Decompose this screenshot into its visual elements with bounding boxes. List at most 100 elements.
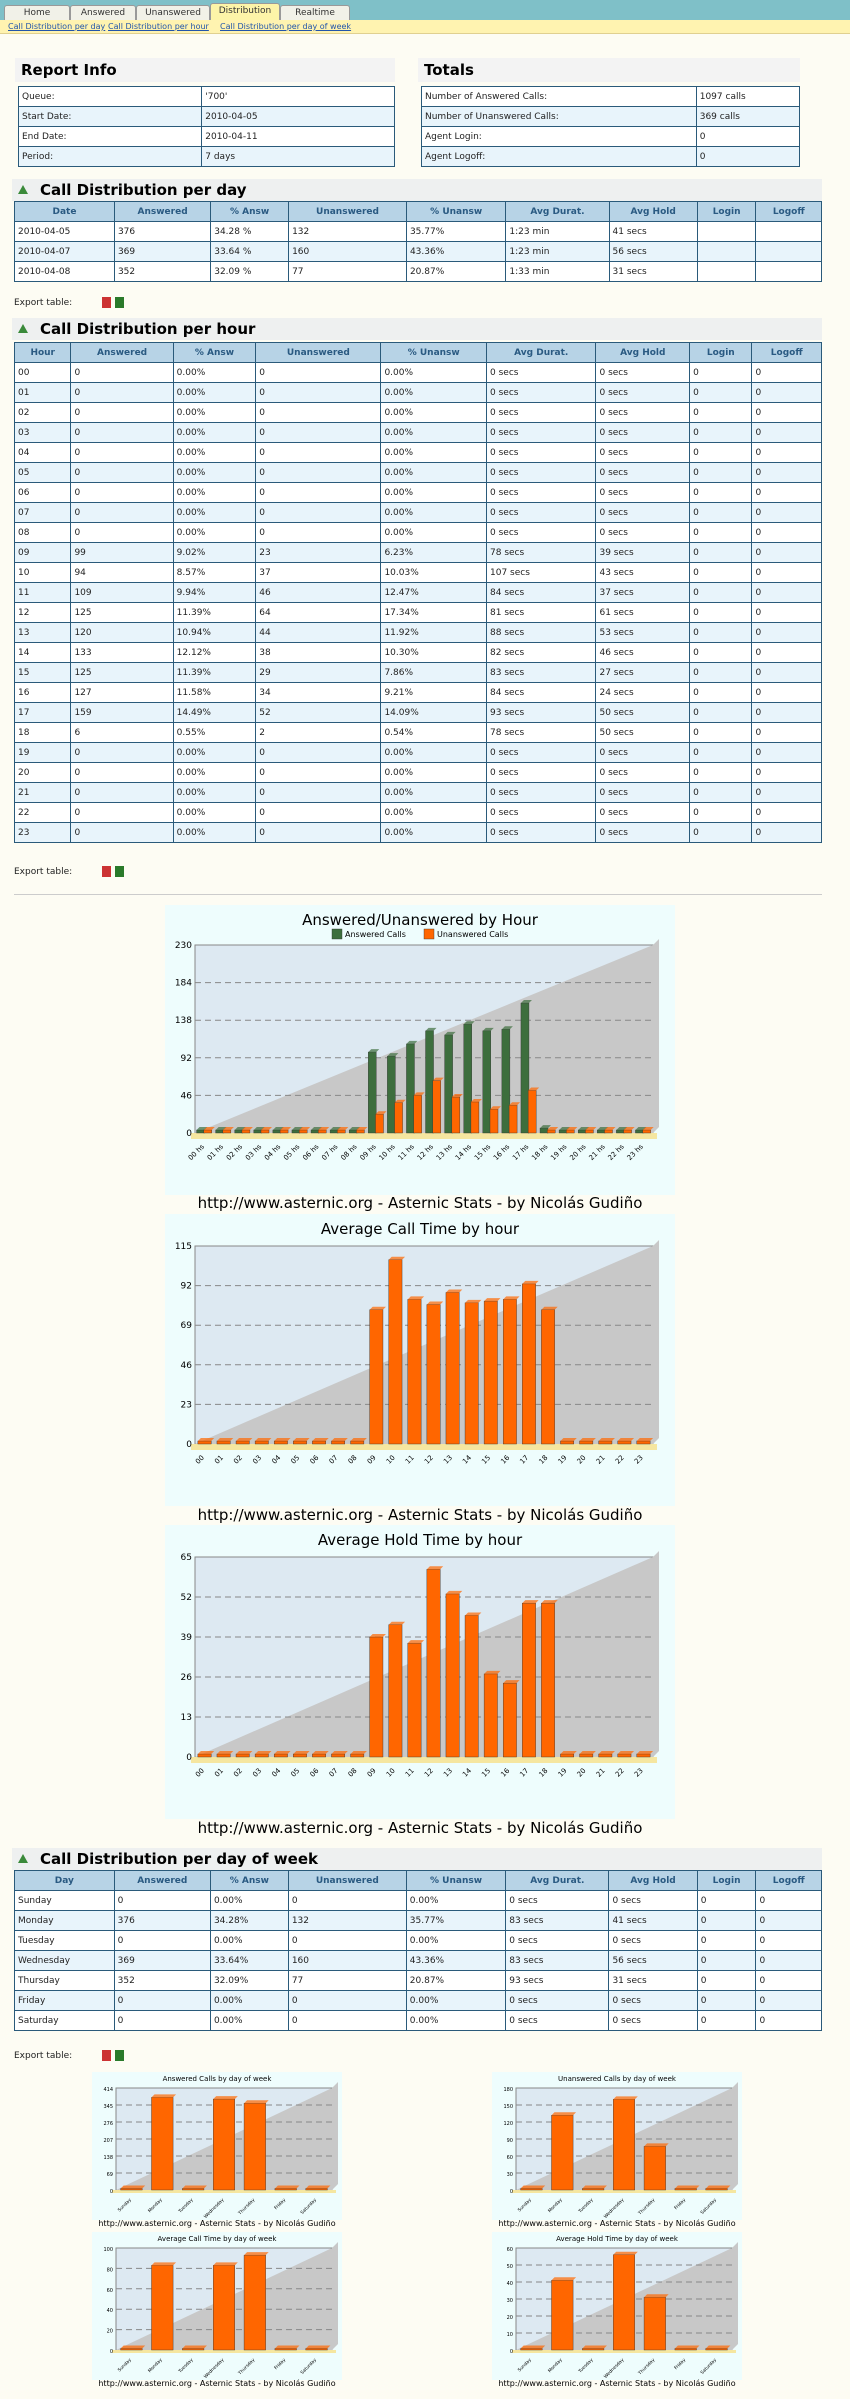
chart-average-hold-time-by-hour: Average Hold Time by hour 0 13 26 39 52 65 00 01… [165,1525,675,1819]
x-tick-label: 21 [595,1454,607,1466]
tab-distribution[interactable]: Distribution [210,3,280,20]
pdf-icon[interactable] [102,2050,112,2061]
excel-icon[interactable] [115,866,125,877]
bar-top [520,2345,546,2349]
y-tick-label: 39 [181,1633,193,1643]
y-tick-label: 414 [103,2087,113,2093]
column-header[interactable]: Answered [70,342,174,363]
bar [182,2188,205,2191]
column-header[interactable]: Logoff [755,1870,822,1891]
table-cell: 34.28 % [210,221,290,242]
table-cell: 0 [751,822,822,843]
table-cell: 0 [70,522,174,543]
column-header[interactable]: % Answ [172,342,257,363]
y-tick-label: 0 [186,1753,192,1763]
bar [522,1283,536,1445]
table-cell: 0 [70,762,174,783]
bar [388,1624,403,1758]
column-header[interactable]: Unanswered [287,1870,407,1891]
table-cell: 0.00% [172,462,257,483]
x-tick-label: 12 hs [416,1143,435,1162]
chart-title: Average Call Time by hour [321,1220,520,1238]
table-cell: 41 secs [608,1910,698,1931]
table-cell: 56 secs [608,1950,698,1971]
table-cell: 0 [113,2010,211,2031]
x-tick-label: 14 hs [454,1143,473,1162]
table-cell: 17 [13,702,72,723]
chart-credit: http://www.asternic.org - Asternic Stats… [98,2219,336,2228]
arrow-up-icon[interactable] [18,324,28,333]
y-tick-label: 92 [181,1054,192,1064]
table-cell: Queue: [17,86,203,107]
column-header[interactable]: Hour [13,342,72,363]
column-header[interactable]: % Unansw [405,201,507,222]
table-cell: 0.00% [405,1930,507,1951]
table-cell: 0 secs [595,422,691,443]
pdf-icon[interactable] [102,866,112,877]
bar-top [244,2100,269,2104]
column-header[interactable]: % Answ [209,1870,289,1891]
column-header[interactable]: Avg Hold [595,342,691,363]
x-tick-label: 01 hs [206,1143,225,1162]
table-cell: 0 secs [595,822,691,843]
column-header[interactable]: Day [14,1870,115,1891]
pdf-icon[interactable] [102,297,112,308]
column-header[interactable]: Avg Hold [608,201,698,222]
tab-unanswered[interactable]: Unanswered [136,5,210,20]
column-header[interactable]: Answered [113,201,212,222]
table-cell: 50 secs [595,702,691,723]
table-cell: 0 [751,542,822,563]
table-cell: 376 [113,1910,211,1931]
bar-top [644,2294,669,2298]
column-header[interactable]: Avg Durat. [486,342,597,363]
column-header[interactable]: Logoff [751,342,822,363]
table-cell: Tuesday [14,1930,115,1951]
table-cell: 2010-04-05 [201,106,395,127]
arrow-up-icon[interactable] [18,1854,28,1863]
tab-home[interactable]: Home [4,5,70,20]
table-cell: 12 [13,602,72,623]
table-cell: 0 secs [486,362,597,383]
x-tick-label: 21 [595,1767,607,1779]
column-header[interactable]: Login [696,1870,757,1891]
bar-top [579,1438,596,1441]
column-header[interactable]: Logoff [755,201,822,222]
bar-top [305,2185,331,2189]
column-header[interactable]: % Unansw [380,342,488,363]
bar [350,1753,365,1758]
table-cell: 93 secs [486,702,597,723]
bar-top [244,2252,269,2256]
floor [512,2190,736,2193]
column-header[interactable]: Unanswered [255,342,382,363]
column-header[interactable]: % Answ [210,201,290,222]
excel-icon[interactable] [115,297,125,308]
column-header[interactable]: Avg Durat. [505,1870,610,1891]
column-header[interactable]: Login [696,201,757,222]
y-tick-label: 60 [107,2288,113,2294]
column-header[interactable]: Avg Durat. [505,201,610,222]
x-tick-label: 08 [347,1454,359,1466]
table-cell: 0 [755,1950,822,1971]
x-tick-label: 05 hs [282,1143,301,1162]
link-per-day[interactable]: Call Distribution per day [8,22,106,31]
excel-icon[interactable] [115,2050,125,2061]
table-cell: 0 [689,782,753,803]
x-tick-label: Monday [547,2357,564,2374]
column-header[interactable]: Unanswered [288,201,407,222]
bar-top [255,1751,272,1754]
table-cell: 0.00% [380,462,488,483]
table-cell: 0 secs [595,482,691,503]
column-header[interactable]: Login [689,342,753,363]
tab-realtime[interactable]: Realtime [280,5,350,20]
link-per-hour[interactable]: Call Distribution per hour [108,22,209,31]
y-tick-label: 180 [503,2087,513,2093]
table-cell: 0 [755,1990,822,2011]
arrow-up-icon[interactable] [18,185,28,194]
column-header[interactable]: Avg Hold [608,1870,698,1891]
link-per-day-of-week[interactable]: Call Distribution per day of week [220,22,352,31]
column-header[interactable]: Answered [113,1870,211,1891]
column-header[interactable]: Date [14,201,115,222]
tab-answered[interactable]: Answered [70,5,136,20]
column-header[interactable]: % Unansw [405,1870,507,1891]
chart-credit: http://www.asternic.org - Asternic Stats… [197,1819,643,1837]
